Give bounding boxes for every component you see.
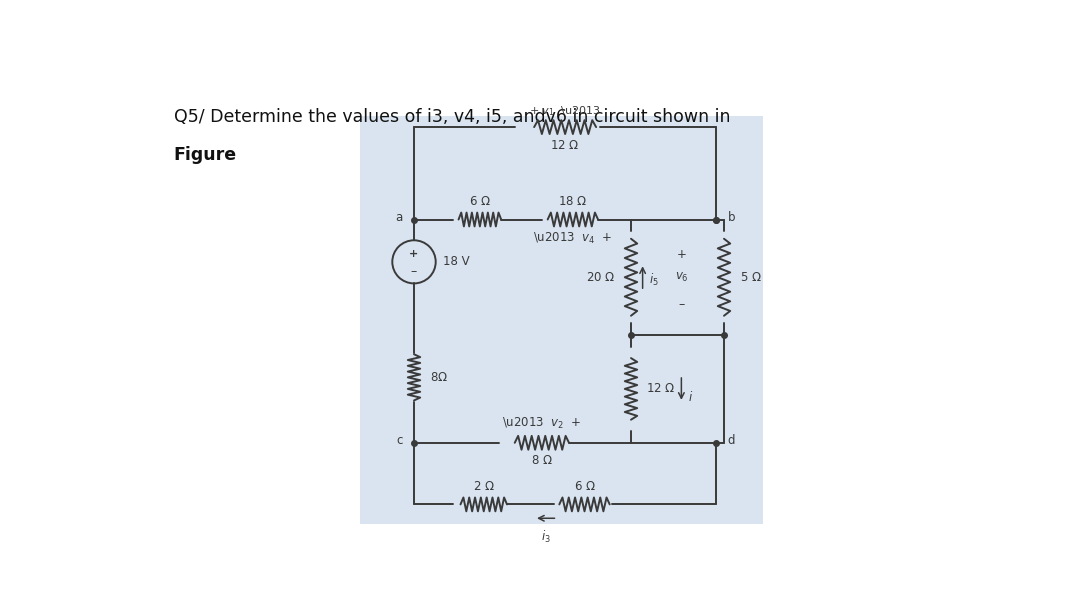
Text: 20 $\Omega$: 20 $\Omega$ (586, 271, 616, 284)
Text: $i_3$: $i_3$ (541, 529, 551, 545)
Text: 6 $\Omega$: 6 $\Omega$ (573, 480, 595, 493)
Text: c: c (396, 434, 403, 447)
Text: \u2013  $v_2$  +: \u2013 $v_2$ + (502, 416, 582, 431)
Text: 5 $\Omega$: 5 $\Omega$ (740, 271, 761, 284)
Text: a: a (395, 210, 403, 224)
Text: 12 $\Omega$: 12 $\Omega$ (551, 138, 580, 152)
Text: 8$\Omega$: 8$\Omega$ (430, 371, 447, 384)
Text: +: + (676, 248, 686, 260)
Text: Figure: Figure (174, 146, 237, 164)
Text: Q5/ Determine the values of i3, v4, i5, andv6 in circuit shown in: Q5/ Determine the values of i3, v4, i5, … (174, 108, 730, 126)
Text: \u2013  $v_4$  +: \u2013 $v_4$ + (534, 231, 612, 246)
Text: –: – (410, 265, 417, 278)
Text: + $v_1$  \u2013: + $v_1$ \u2013 (529, 104, 602, 118)
Text: +: + (409, 249, 419, 259)
Text: 12 $\Omega$: 12 $\Omega$ (647, 382, 676, 395)
Text: 2 $\Omega$: 2 $\Omega$ (473, 480, 495, 493)
Text: $v_6$: $v_6$ (675, 271, 688, 284)
Text: b: b (728, 210, 735, 224)
Text: $i_5$: $i_5$ (649, 271, 659, 287)
Text: $i$: $i$ (688, 390, 692, 404)
Text: 18 V: 18 V (444, 256, 470, 268)
Text: –: – (678, 298, 685, 310)
Text: 6 $\Omega$: 6 $\Omega$ (469, 195, 490, 208)
Text: 18 $\Omega$: 18 $\Omega$ (558, 195, 588, 208)
FancyBboxPatch shape (360, 115, 762, 523)
Text: 8 $\Omega$: 8 $\Omega$ (531, 454, 553, 467)
Text: d: d (728, 434, 735, 447)
